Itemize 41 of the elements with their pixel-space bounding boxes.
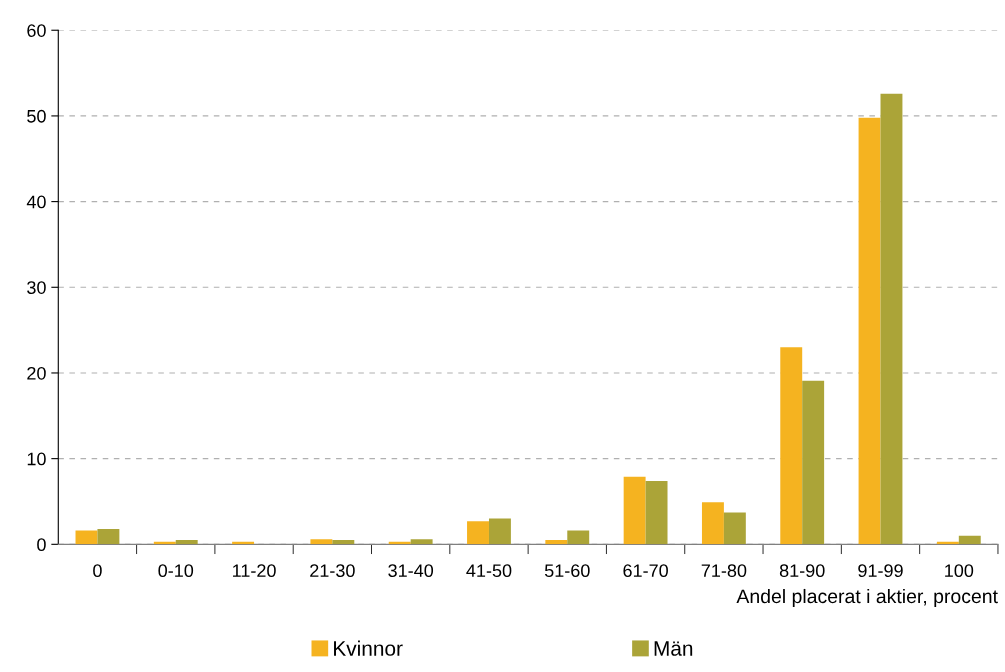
- bar: [858, 117, 881, 545]
- bar: [75, 530, 98, 545]
- x-tick-label: 11-20: [233, 564, 276, 578]
- y-tick-label: 40: [26, 195, 46, 209]
- bar: [567, 530, 590, 545]
- bar: [645, 480, 668, 545]
- legend-label: Män: [654, 641, 693, 656]
- x-tick-label: 51-60: [544, 564, 590, 578]
- x-tick-label: 91-99: [858, 564, 903, 578]
- bar: [467, 521, 489, 545]
- x-tick-label: 0-10: [158, 564, 194, 578]
- legend-label: Kvinnor: [334, 640, 403, 656]
- bar: [958, 535, 981, 545]
- y-tick-label: 10: [27, 452, 46, 466]
- y-tick-label: 50: [27, 109, 46, 123]
- x-tick-label: 71-80: [701, 564, 747, 578]
- bar: [880, 93, 903, 545]
- bar: [175, 540, 198, 545]
- x-tick-label: 100: [945, 564, 974, 578]
- bar: [623, 476, 646, 545]
- x-tick-label: 41-50: [466, 564, 512, 578]
- bar: [97, 528, 120, 545]
- bar: [410, 539, 433, 545]
- y-tick-label: 30: [27, 281, 46, 294]
- bar: [488, 518, 511, 545]
- x-tick-label: 81-90: [779, 564, 825, 578]
- y-tick-label: 0: [37, 538, 46, 552]
- y-tick-label: 20: [27, 366, 46, 380]
- bar: [545, 540, 568, 545]
- bar: [310, 539, 333, 545]
- x-tick-label: 31-40: [388, 564, 434, 578]
- bar: [701, 502, 724, 545]
- bar: [723, 512, 746, 545]
- bar: [780, 347, 803, 545]
- x-tick-label: 0: [93, 564, 102, 578]
- x-tick-label: 21-30: [310, 564, 355, 578]
- y-tick-label: 60: [27, 24, 46, 37]
- x-tick-label: 61-70: [623, 564, 668, 578]
- bar: [802, 380, 825, 545]
- x-axis-title: Andel placerat i aktier, procent: [736, 588, 998, 608]
- bar: [332, 540, 355, 545]
